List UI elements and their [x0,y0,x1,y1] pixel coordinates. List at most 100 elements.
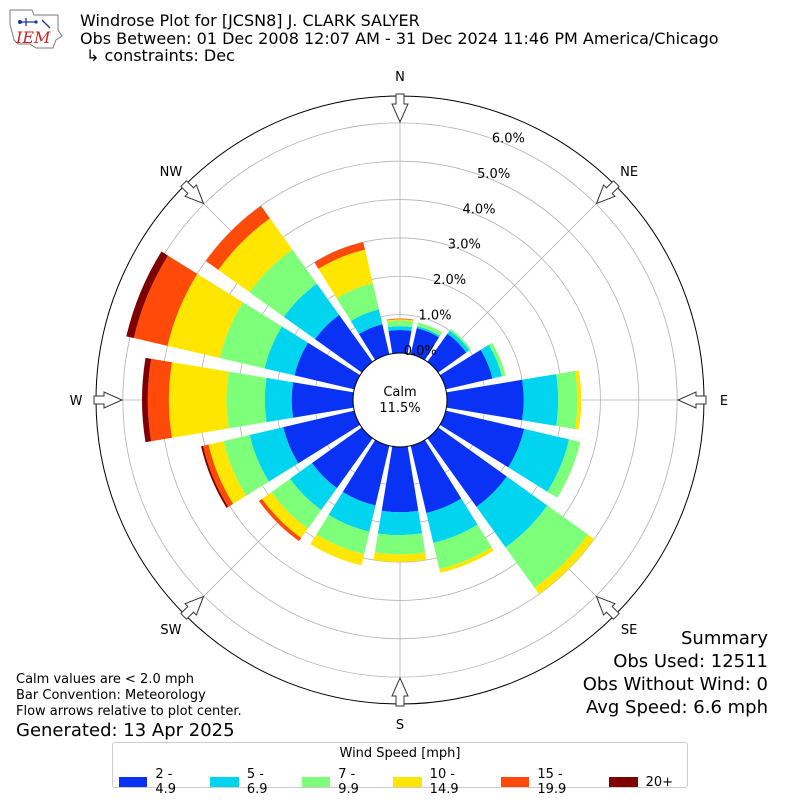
bar-wnw-10-14-9 [167,273,243,359]
bar-ene-5-6-9 [480,344,502,379]
compass-label-s: S [396,718,404,733]
legend-swatch [210,777,239,787]
bar-se-7-9-9 [505,505,588,588]
bar-wsw-2-4-9 [283,410,361,464]
legend-swatch [393,777,422,787]
bar-sse-10-14-9 [439,547,494,573]
observation-period: Obs Between: 01 Dec 2008 12:07 AM - 31 D… [80,29,719,48]
bar-sse-7-9-9 [433,524,492,570]
bar-se-10-14-9 [534,534,595,595]
legend-item-7-9-9: 7 - 9.9 [301,767,379,797]
bar-w-7-9-9 [226,371,267,429]
bar-nnw-2-4-9 [358,324,390,361]
bar-s-7-9-9 [374,533,426,555]
radial-tick-label: 1.0% [418,309,451,324]
bar-w-10-14-9 [168,362,229,438]
bar-wsw-15-19-9 [202,444,234,507]
legend-swatch [119,777,148,787]
bar-nnw-7-9-9 [336,283,379,322]
compass-label-e: E [720,394,728,409]
radial-tick-label: 6.0% [492,131,525,146]
legend-swatch [500,777,530,787]
calm-note: Calm values are < 2.0 mph [16,672,195,687]
compass-label-ne: NE [620,165,638,180]
bar-nw-5-6-9 [283,283,340,340]
bar-ene-7-9-9 [488,342,506,377]
flow-arrow-n [391,93,409,124]
legend-item-5-6-9: 5 - 6.9 [210,767,287,797]
flow-arrow-s [391,676,409,707]
bar-e-2-4-9 [446,379,524,421]
flow-arrow-se [595,595,620,620]
summary-title: Summary [681,628,768,649]
radial-tick-label: 2.0% [433,273,466,288]
bar-wnw-2-4-9 [294,342,361,390]
compass-label-w: W [70,394,83,409]
legend-item-10-14-9: 10 - 14.9 [393,767,487,797]
bar-n-5-6-9 [387,326,413,331]
bar-wnw-7-9-9 [219,302,282,369]
constraints-text: ↳ constraints: Dec [86,46,235,65]
bar-wnw-15-19-9 [133,255,198,346]
bar-ne-2-4-9 [427,333,467,373]
bar-ssw-10-14-9 [310,534,365,566]
bar-sw-7-9-9 [271,478,322,529]
bar-n-7-9-9 [386,320,414,328]
bar-w-5-6-9 [264,377,294,423]
bar-nne-5-6-9 [416,326,441,338]
legend-item-2-4-9: 2 - 4.9 [119,767,196,797]
wind-bars [126,205,595,595]
radial-tick-label: 0.0% [404,344,437,359]
bar-ne-7-9-9 [449,329,471,351]
flow-arrow-ne [595,180,620,205]
bar-wsw-10-14-9 [208,441,247,504]
bar-ssw-5-6-9 [328,492,376,532]
bar-nnw-5-6-9 [350,309,383,335]
legend-label: 5 - 6.9 [246,767,268,797]
bar-e-5-6-9 [522,374,559,426]
radial-tick-label: 3.0% [448,238,481,253]
bar-ese-5-6-9 [508,428,570,492]
bar-w-20 [142,357,152,443]
bar-wnw-5-6-9 [264,326,308,376]
radial-tick-label: 5.0% [477,167,510,182]
legend-swatch [301,777,331,787]
bar-e-10-14-9 [575,370,582,430]
legend-label: 20+ [645,774,674,790]
legend-label: 7 - 9.9 [338,767,359,797]
bar-nne-2-4-9 [410,328,440,361]
logo-text: IEM [15,28,51,47]
radial-tick-labels: 0.0% 1.0% 2.0% 3.0% 4.0% 5.0% 6.0% [404,131,525,359]
bar-e-7-9-9 [556,371,578,429]
bar-ene-2-4-9 [439,349,493,390]
flow-arrow-sw [180,595,205,620]
summary-avg-speed: Avg Speed: 6.6 mph [586,697,768,718]
flow-arrow-e [676,391,707,409]
bar-nw-7-9-9 [249,249,317,317]
bar-n-15-19-9 [386,318,414,321]
legend-label: 10 - 14.9 [429,767,459,797]
bar-sw-15-19-9 [258,498,302,542]
summary-obs-used: Obs Used: 12511 [613,651,768,672]
bar-nnw-15-19-9 [314,242,366,269]
bar-nw-15-19-9 [205,205,270,270]
calm-label: Calm [383,385,416,400]
generated-date: Generated: 13 Apr 2025 [16,720,235,741]
bar-sw-2-4-9 [311,427,373,489]
bar-n-2-4-9 [388,329,412,354]
bar-n-10-14-9 [386,319,414,322]
bar-nnw-10-14-9 [318,249,373,299]
bar-ssw-7-9-9 [316,514,370,555]
convention-note: Bar Convention: Meteorology [16,688,206,703]
compass-label-sw: SW [160,623,181,638]
legend-item-15-19-9: 15 - 19.9 [500,767,595,797]
bar-ese-2-4-9 [439,410,525,468]
compass-labels: N NE E SE S SW W NW [70,70,729,733]
bar-w-2-4-9 [291,382,354,418]
bar-sw-5-6-9 [290,463,337,510]
bar-wsw-7-9-9 [223,434,269,496]
calm-value: 11.5% [379,401,420,416]
bar-wnw-20 [126,251,168,339]
bar-se-2-4-9 [427,427,507,507]
